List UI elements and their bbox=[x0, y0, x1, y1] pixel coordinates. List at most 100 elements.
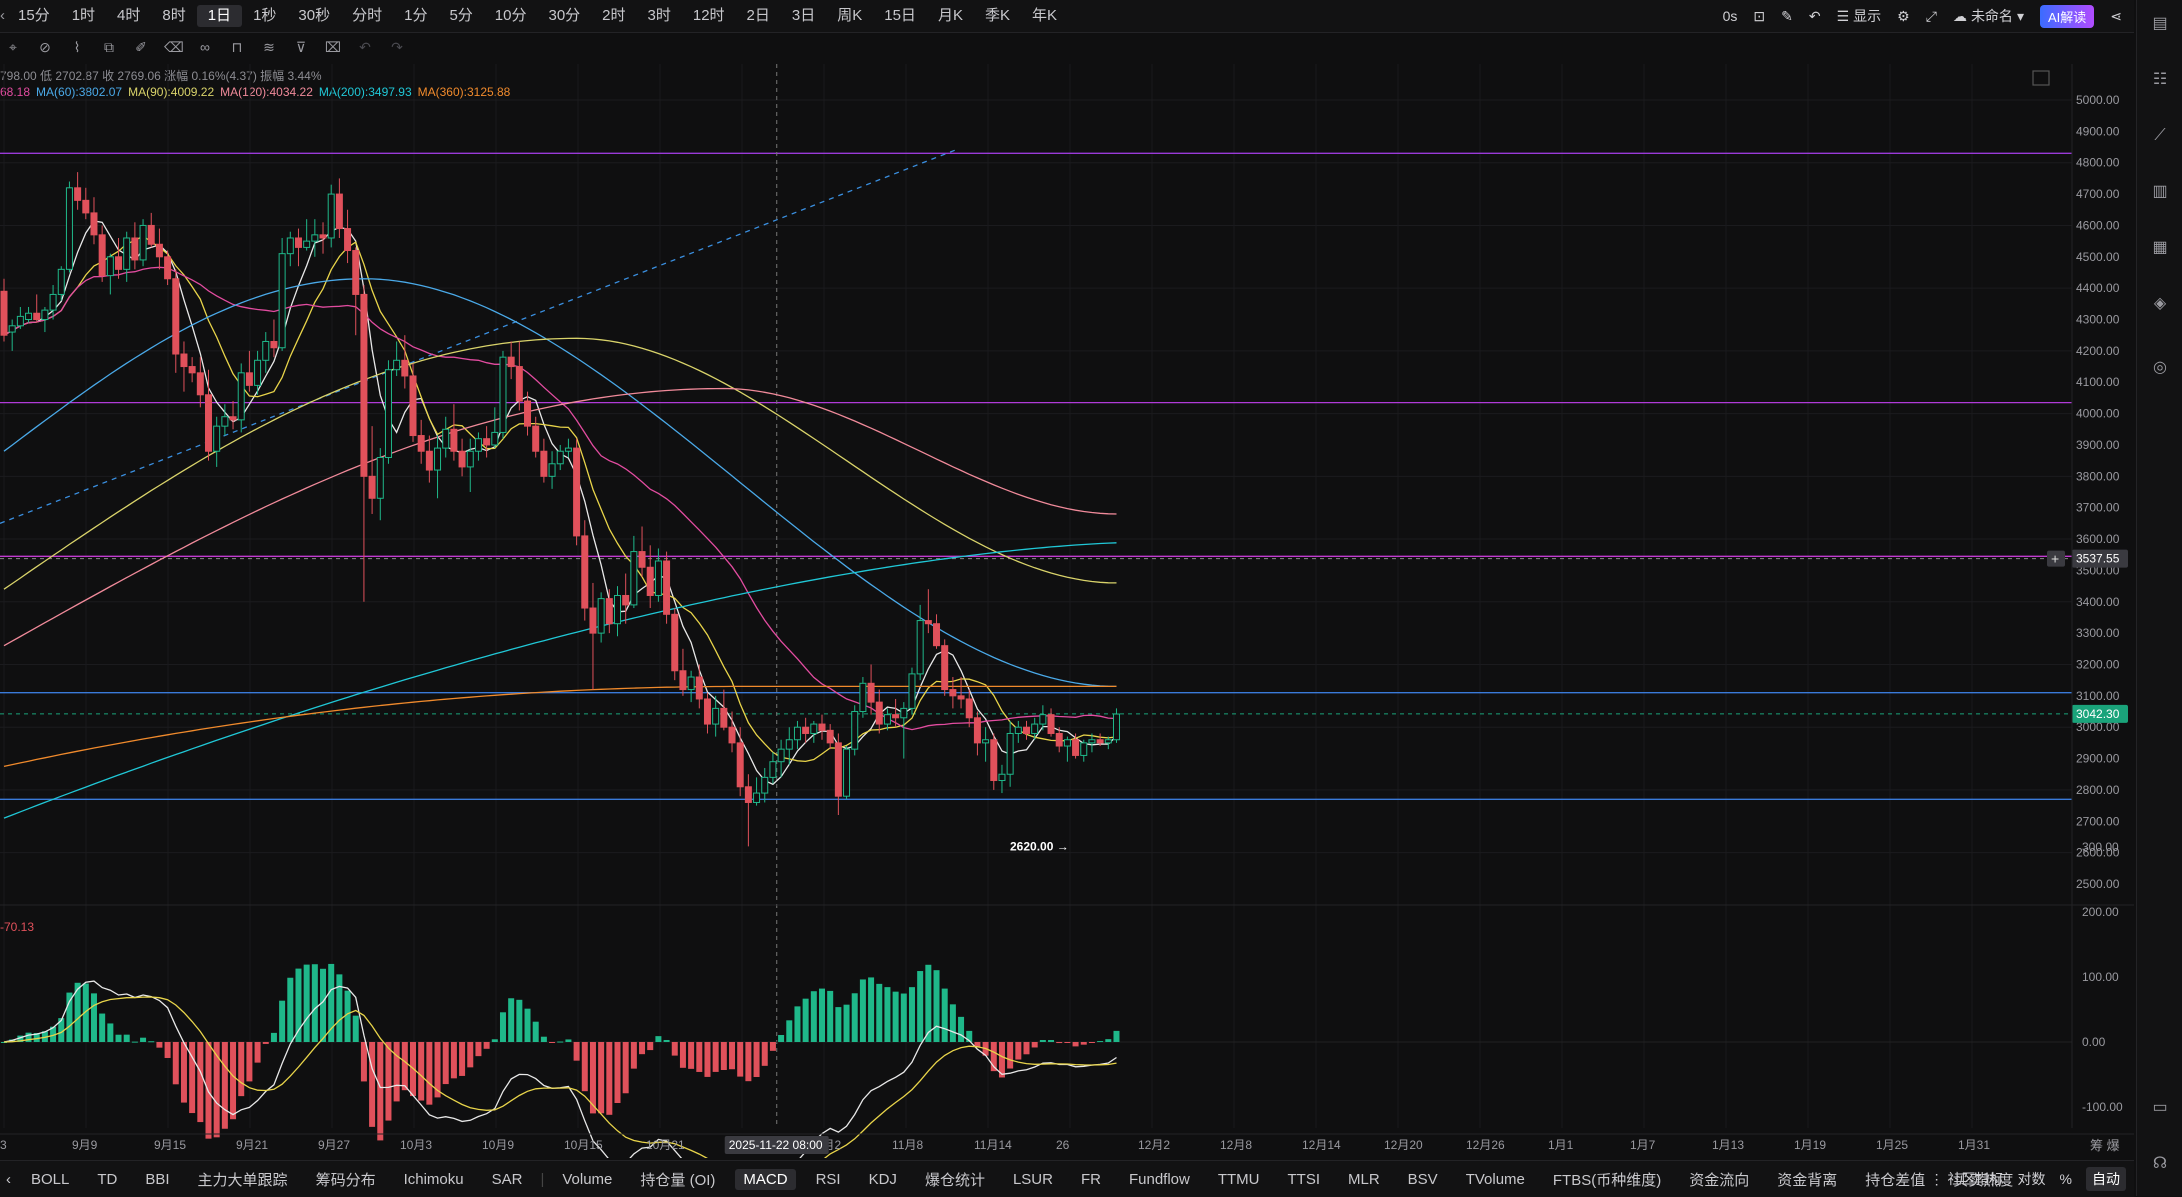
headset-icon[interactable]: ☊ bbox=[2152, 1155, 2168, 1172]
date-axis-label: 1月19 bbox=[1794, 1138, 1826, 1152]
camera-icon[interactable]: ⊡ bbox=[1753, 7, 1766, 24]
timeframe-1[interactable]: 1时 bbox=[71, 7, 96, 24]
indicator-indicators_right-13[interactable]: TVolume bbox=[1465, 1170, 1525, 1188]
alert-icon[interactable]: ◈ bbox=[2153, 295, 2167, 312]
ma200-line bbox=[3, 542, 1117, 819]
indicator-indicators_right-9[interactable]: TTMU bbox=[1217, 1170, 1260, 1188]
macd-histogram-bar bbox=[925, 964, 932, 1042]
indicator-indicators_left-3[interactable]: 主力大单跟踪 bbox=[197, 1171, 288, 1189]
share-icon[interactable]: ⋖ bbox=[2110, 7, 2122, 24]
indicator-indicators_right-11[interactable]: MLR bbox=[1348, 1170, 1380, 1188]
link-icon[interactable]: ∞ bbox=[200, 39, 210, 55]
timeframe-8[interactable]: 1分 bbox=[404, 7, 428, 24]
indicator-indicators_right-5[interactable]: 爆仓统计 bbox=[924, 1171, 985, 1189]
timeframe-3[interactable]: 8时 bbox=[162, 7, 186, 24]
indicator-indicators_left-2[interactable]: BBI bbox=[145, 1170, 170, 1188]
trash-icon[interactable]: ⌧ bbox=[324, 39, 342, 55]
brush-icon[interactable]: ⌇ bbox=[73, 39, 81, 55]
indicator-indicators_right-6[interactable]: LSUR bbox=[1012, 1170, 1053, 1188]
timeframe-17[interactable]: 周K bbox=[837, 7, 863, 24]
candle-body bbox=[417, 435, 425, 452]
lock-icon[interactable]: ⊓ bbox=[231, 39, 243, 55]
timeframe-16[interactable]: 3日 bbox=[791, 7, 816, 24]
stats-icon[interactable]: ◎ bbox=[2153, 359, 2167, 376]
indicator-indicators_right-10[interactable]: TTSI bbox=[1287, 1170, 1321, 1188]
candle-body bbox=[1096, 739, 1104, 744]
indicator-indicators_left-0[interactable]: BOLL bbox=[31, 1170, 70, 1188]
scroll-left-icon[interactable]: ‹ bbox=[6, 1170, 11, 1188]
redo-icon[interactable]: ↷ bbox=[391, 39, 403, 55]
timeframe-12[interactable]: 2时 bbox=[602, 7, 626, 24]
date-axis-label: 12月8 bbox=[1220, 1138, 1252, 1152]
timeframe-11[interactable]: 30分 bbox=[548, 7, 581, 24]
timeframe-13[interactable]: 3时 bbox=[647, 7, 671, 24]
indicator-indicators_right-0[interactable]: Volume bbox=[562, 1170, 613, 1188]
indicator-indicators_left-6[interactable]: SAR bbox=[491, 1170, 523, 1188]
percent-toggle[interactable]: % bbox=[2059, 1171, 2072, 1187]
fullscreen-icon[interactable]: ⤢ bbox=[1925, 7, 1937, 24]
timeframe-10[interactable]: 10分 bbox=[494, 7, 527, 24]
indicator-indicators_right-12[interactable]: BSV bbox=[1407, 1170, 1438, 1188]
indicator-indicators_left-1[interactable]: TD bbox=[97, 1170, 118, 1188]
panel-icon[interactable]: ▭ bbox=[2152, 1099, 2168, 1116]
calendar-icon[interactable]: ▦ bbox=[2152, 239, 2168, 256]
timeframe-20[interactable]: 季K bbox=[984, 7, 1010, 24]
indicator-indicators_right-3[interactable]: RSI bbox=[815, 1170, 841, 1188]
ruler-icon[interactable]: ✐ bbox=[135, 39, 147, 55]
indicator-indicators_right-7[interactable]: FR bbox=[1080, 1170, 1101, 1188]
timeframe-14[interactable]: 12时 bbox=[692, 7, 725, 24]
indicator-indicators_right-17[interactable]: 持仓差值 bbox=[1865, 1171, 1926, 1189]
timeframe-21[interactable]: 年K bbox=[1031, 7, 1057, 24]
cursor-icon[interactable]: ⌖ bbox=[9, 39, 17, 55]
community-indicators-button[interactable]: ⋮ 社区指标 bbox=[1930, 1169, 2004, 1189]
indicator-indicators_right-8[interactable]: Fundflow bbox=[1128, 1170, 1190, 1188]
timeframe-5[interactable]: 1秒 bbox=[253, 7, 277, 24]
layout-selector[interactable]: ☁ 未命名 ▾ bbox=[1953, 6, 2024, 26]
indicator-indicators_right-15[interactable]: 资金流向 bbox=[1689, 1171, 1750, 1189]
timeframe-7[interactable]: 分时 bbox=[352, 7, 383, 24]
ma-legend-item: 68.18 bbox=[0, 85, 31, 99]
trend-icon[interactable]: ⟋ bbox=[2154, 127, 2166, 144]
gear-icon[interactable]: ⚙ bbox=[1897, 7, 1910, 24]
candle-body bbox=[425, 450, 433, 471]
settings-icon[interactable]: ☷ bbox=[2152, 71, 2168, 88]
timeframe-18[interactable]: 15日 bbox=[884, 7, 916, 24]
pencil-icon[interactable]: ✎ bbox=[1781, 7, 1793, 24]
macd-histogram-bar bbox=[262, 1042, 269, 1044]
shapes-icon[interactable]: ⧉ bbox=[104, 39, 114, 55]
timeframe-2[interactable]: 4时 bbox=[117, 7, 141, 24]
date-axis-label: 12月2 bbox=[1138, 1138, 1170, 1152]
auto-scale-toggle[interactable]: 自动 bbox=[2086, 1167, 2126, 1191]
filter-icon[interactable]: ⊽ bbox=[295, 39, 307, 55]
magnet-icon[interactable]: ⊘ bbox=[39, 39, 51, 55]
macd-histogram-bar bbox=[74, 982, 81, 1042]
price-chart[interactable]: 2620.00 → 5000.00 4900.00 4800.00 4700.00 460… bbox=[0, 0, 2134, 1158]
indicator-indicators_right-4[interactable]: KDJ bbox=[868, 1170, 897, 1188]
timeframe-9[interactable]: 5分 bbox=[449, 7, 473, 24]
timeframe-15[interactable]: 2日 bbox=[746, 7, 770, 24]
log-scale-toggle[interactable]: 对数 bbox=[2017, 1171, 2046, 1187]
macd-histogram-bar bbox=[900, 993, 907, 1042]
ai-button[interactable]: AI解读 bbox=[2039, 4, 2095, 28]
orders-icon[interactable]: ▤ bbox=[2152, 15, 2168, 32]
indicator-indicators_right-18[interactable]: 买卖热度 bbox=[1953, 1171, 2014, 1189]
chart-icon[interactable]: ▥ bbox=[2152, 183, 2168, 200]
indicator-indicators_right-14[interactable]: FTBS(币种维度) bbox=[1552, 1171, 1662, 1189]
reply-icon[interactable]: ↶ bbox=[1808, 7, 1821, 24]
layers-icon[interactable]: ≋ bbox=[263, 39, 275, 55]
indicator-indicators_left-4[interactable]: 筹码分布 bbox=[315, 1171, 376, 1189]
display-button[interactable]: ☰ 显示 bbox=[1837, 6, 1882, 26]
timeframe-0[interactable]: 15分 bbox=[18, 7, 50, 24]
indicator-indicators_right-16[interactable]: 资金背离 bbox=[1777, 1171, 1838, 1189]
date-axis-label: 1月13 bbox=[1712, 1138, 1744, 1152]
indicator-indicators_left-5[interactable]: Ichimoku bbox=[403, 1170, 464, 1188]
scroll-left-icon[interactable]: ‹ bbox=[0, 7, 5, 24]
timeframe-4[interactable]: 1日 bbox=[196, 5, 243, 27]
candle-body bbox=[155, 243, 163, 258]
undo-icon[interactable]: ↶ bbox=[359, 39, 371, 55]
timeframe-19[interactable]: 月K bbox=[937, 7, 963, 24]
indicator-indicators_right-1[interactable]: 持仓量 (OI) bbox=[640, 1171, 716, 1189]
eraser-icon[interactable]: ⌫ bbox=[164, 39, 184, 55]
indicator-indicators_right-2[interactable]: MACD bbox=[735, 1168, 796, 1190]
timeframe-6[interactable]: 30秒 bbox=[298, 7, 331, 24]
